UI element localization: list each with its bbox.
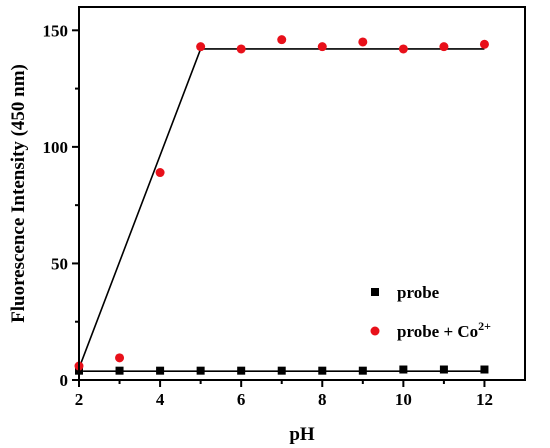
x-tick-label: 8 (318, 390, 327, 409)
legend-label-probe-co: probe + Co2+ (397, 319, 491, 341)
probe-point (277, 366, 286, 375)
x-tick-label: 12 (476, 390, 493, 409)
legend-marker-probe-co (370, 326, 380, 336)
probe-co-point (358, 37, 368, 47)
probe-co-point (236, 44, 246, 54)
probe-co-point (155, 168, 165, 178)
probe-point (196, 366, 205, 375)
legend-marker-probe (371, 288, 379, 296)
y-tick-label: 0 (60, 371, 69, 390)
legend: probe probe + Co2+ (370, 283, 491, 341)
legend-label-probe: probe (397, 283, 440, 302)
x-tick-label: 6 (237, 390, 246, 409)
y-axis: 0 50 100 150 (43, 21, 79, 390)
probe-point (358, 366, 367, 375)
y-tick-label: 150 (43, 21, 69, 40)
probe-co-point (317, 42, 327, 52)
probe-co-point (196, 42, 206, 52)
y-axis-label: Fluorescence Intensity (450 nm) (8, 64, 29, 323)
probe-co-point (277, 35, 287, 45)
x-axis-label: pH (289, 424, 315, 445)
plot-frame (78, 6, 526, 381)
x-axis: 2 4 6 8 10 12 (75, 380, 493, 409)
probe-point (318, 366, 327, 375)
probe-co-point (115, 353, 125, 363)
data-points (74, 35, 489, 375)
probe-point (399, 365, 408, 374)
probe-point (156, 366, 165, 375)
y-tick-label: 50 (51, 254, 68, 273)
x-tick-label: 2 (75, 390, 84, 409)
y-tick-label: 100 (43, 138, 69, 157)
probe-co-point (479, 39, 489, 49)
probe-point (115, 366, 124, 375)
probe-point (439, 365, 448, 374)
x-tick-label: 10 (395, 390, 412, 409)
probe-point (480, 365, 489, 374)
fit-line (78, 48, 485, 369)
legend-label-probe-co-main: probe + Co (397, 322, 478, 341)
x-tick-label: 4 (156, 390, 165, 409)
legend-label-probe-co-superscript: 2+ (478, 319, 491, 333)
probe-co-point (439, 42, 449, 52)
probe-point (237, 366, 246, 375)
probe-co-point (398, 44, 408, 54)
